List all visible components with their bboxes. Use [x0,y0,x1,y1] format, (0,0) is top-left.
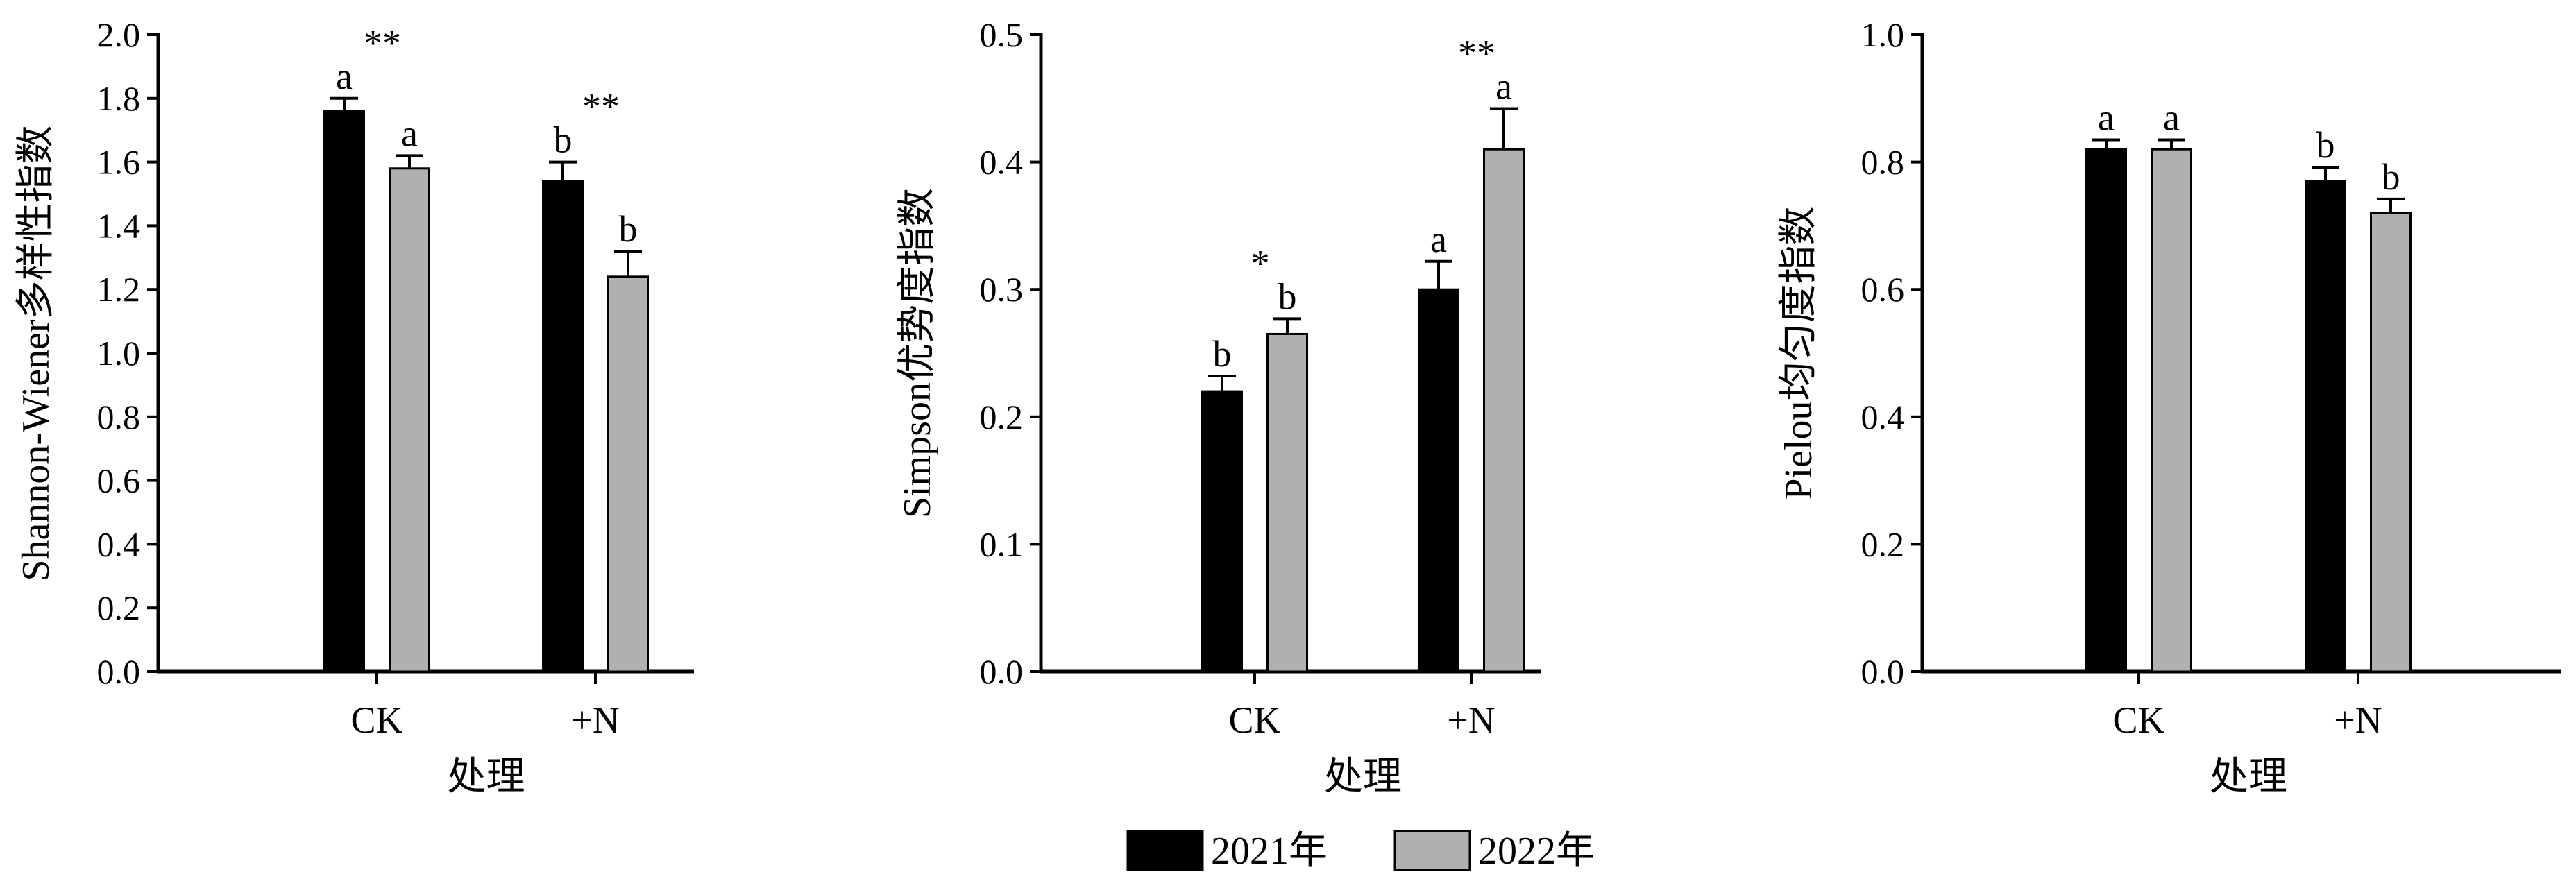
significance-letter: a [1430,219,1447,260]
y-tick-label: 0.5 [980,15,1024,54]
y-tick-label: 0.2 [980,398,1024,436]
bar-2021年-+N [2305,180,2346,673]
significance-letter: b [2382,156,2400,198]
significance-asterisks: ** [364,22,401,64]
bar-2022年-CK [1266,332,1308,673]
y-axis-title: Simpson优势度指数 [896,188,939,518]
y-axis-title: Shannon-Wiener多样性指数 [15,125,58,581]
bar-2022年-CK [389,167,430,673]
y-tick-label: 1.8 [97,79,141,118]
y-tick-label: 0.1 [980,524,1024,563]
bar-2021年-+N [542,180,584,673]
significance-letter: b [1213,333,1232,375]
chart-panel-3: 0.0 0.2 0.4 0.6 0.8 1.0 CK +N 处理 Pielou均匀度指数 a b a b [1777,15,2561,799]
bar-2021年-+N [1418,288,1459,673]
bar-2021年-CK [323,110,365,673]
legend: 2021年 2022年 [1126,830,1595,873]
y-tick-label: 0.6 [97,461,141,500]
y-tick-label: 2.0 [97,15,141,54]
bar-2022年-+N [2370,212,2412,673]
y-tick-label: 1.2 [97,270,141,309]
significance-asterisks: ** [1458,32,1495,74]
x-tick-label: CK [2112,699,2164,741]
x-tick-label: +N [571,699,619,741]
y-tick-label: 0.0 [980,652,1024,691]
y-tick-label: 0.0 [1861,652,1905,691]
y-tick-label: 0.8 [97,398,141,436]
x-tick-label: CK [350,699,402,741]
y-tick-label: 0.2 [97,588,141,627]
legend-label-2: 2022年 [1478,830,1595,873]
x-axis-title: 处理 [1324,755,1402,799]
y-tick-label: 0.6 [1861,270,1905,309]
x-axis-title: 处理 [448,755,525,799]
y-tick-label: 0.8 [1861,143,1905,182]
bar-2022年-CK [2151,148,2192,673]
chart-panel-2: 0.0 0.1 0.2 0.3 0.4 0.5 CK +N 处理 Simpson优势度指数 b a b a… [896,15,1541,799]
y-tick-label: 0.2 [1861,524,1905,563]
bar-2022年-+N [1483,148,1525,673]
bar-2021年-CK [2085,148,2127,673]
chart-panel-1: 0.0 0.2 0.4 0.6 0.8 1.0 1.2 1.4 1.6 1.8 2.0 CK +N 处理 S… [15,15,694,799]
significance-letter: a [1495,65,1512,107]
legend-label-1: 2021年 [1211,830,1328,873]
significance-letter: b [1278,275,1297,317]
significance-letter: a [336,56,353,97]
significance-letter: a [401,112,418,154]
bar-2022年-+N [607,275,649,673]
y-tick-label: 1.0 [1861,15,1905,54]
y-tick-label: 1.4 [97,206,141,245]
y-tick-label: 1.6 [97,143,141,182]
x-axis-title: 处理 [2210,755,2287,799]
y-tick-label: 0.3 [980,270,1024,309]
y-tick-label: 0.4 [1861,398,1905,436]
bar-2021年-CK [1201,390,1243,673]
significance-asterisks: * [1251,242,1270,284]
y-tick-label: 0.0 [97,652,141,691]
significance-asterisks: ** [582,86,620,128]
y-tick-label: 0.4 [97,524,141,563]
legend-swatch-2 [1393,830,1471,871]
x-tick-label: +N [2334,699,2382,741]
y-tick-label: 1.0 [97,334,141,373]
significance-letter: b [619,208,638,250]
y-axis-title: Pielou均匀度指数 [1777,206,1820,500]
y-tick-label: 0.4 [980,143,1024,182]
significance-letter: b [2316,124,2335,166]
x-tick-label: CK [1228,699,1280,741]
significance-letter: b [554,119,573,161]
significance-letter: a [2163,96,2180,138]
significance-letter: a [2098,96,2115,138]
x-tick-label: +N [1447,699,1495,741]
legend-swatch-1 [1126,830,1204,871]
